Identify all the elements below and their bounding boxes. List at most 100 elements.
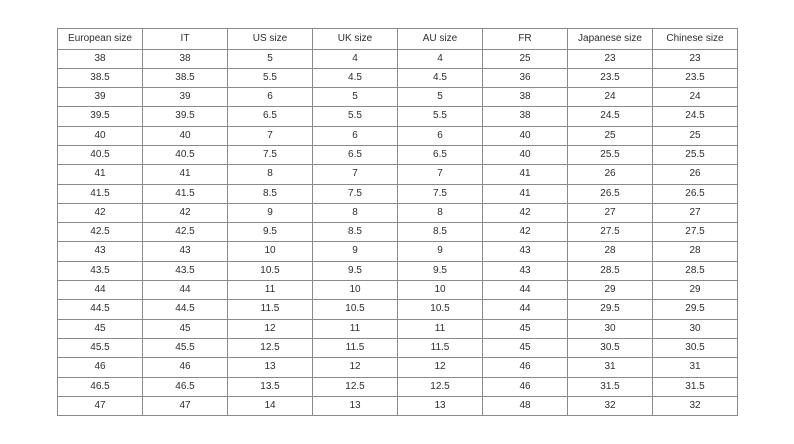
table-cell: 46 — [482, 376, 568, 397]
table-cell: 27.5 — [567, 222, 653, 243]
table-cell: 10 — [397, 280, 483, 301]
table-cell: 6 — [312, 125, 398, 146]
table-cell: 9 — [227, 202, 313, 224]
table-cell: 9.5 — [227, 222, 313, 243]
table-cell: 40.5 — [142, 144, 228, 166]
table-cell: 40 — [57, 125, 143, 146]
header-cell: European size — [57, 28, 143, 50]
table-cell: 39.5 — [142, 106, 228, 127]
table-cell: 43.5 — [57, 260, 143, 282]
table-row: 41 41 8 7 7 41 26 26 — [57, 164, 738, 185]
table-cell: 42 — [142, 202, 228, 224]
table-cell: 6 — [227, 87, 313, 108]
table-cell: 11 — [227, 280, 313, 301]
table-cell: 25 — [482, 48, 568, 69]
table-cell: 14 — [227, 395, 313, 417]
table-cell: 8 — [312, 202, 398, 224]
table-cell: 31.5 — [652, 376, 738, 397]
table-cell: 12 — [227, 318, 313, 339]
table-row: 43.5 43.5 10.5 9.5 9.5 43 28.5 28.5 — [57, 260, 738, 282]
table-cell: 44 — [482, 280, 568, 301]
table-cell: 48 — [482, 395, 568, 417]
table-cell: 43 — [482, 241, 568, 262]
table-row: 38 38 5 4 4 25 23 23 — [57, 48, 738, 69]
table-row: 41.5 41.5 8.5 7.5 7.5 41 26.5 26.5 — [57, 183, 738, 204]
table-cell: 10.5 — [397, 299, 483, 320]
table-cell: 26.5 — [652, 183, 738, 204]
table-cell: 36 — [482, 67, 568, 89]
table-cell: 38.5 — [57, 67, 143, 89]
table-cell: 7 — [227, 125, 313, 146]
table-row: 47 47 14 13 13 48 32 32 — [57, 395, 738, 417]
table-cell: 9 — [397, 241, 483, 262]
table-row: 42 42 9 8 8 42 27 27 — [57, 202, 738, 224]
table-cell: 24.5 — [652, 106, 738, 127]
table-cell: 26 — [567, 164, 653, 185]
table-cell: 41 — [482, 183, 568, 204]
table-cell: 13 — [227, 357, 313, 378]
table-cell: 28.5 — [652, 260, 738, 282]
table-cell: 45 — [142, 318, 228, 339]
table-cell: 43 — [57, 241, 143, 262]
table-cell: 7.5 — [397, 183, 483, 204]
table-cell: 40.5 — [57, 144, 143, 166]
table-cell: 30 — [652, 318, 738, 339]
table-cell: 7.5 — [312, 183, 398, 204]
table-cell: 42 — [57, 202, 143, 224]
table-row: 45.5 45.5 12.5 11.5 11.5 45 30.5 30.5 — [57, 337, 738, 359]
table-cell: 38 — [57, 48, 143, 69]
table-cell: 41.5 — [142, 183, 228, 204]
table-cell: 6.5 — [397, 144, 483, 166]
table-cell: 4 — [397, 48, 483, 69]
table-body: 38 38 5 4 4 25 23 23 38.5 38.5 5.5 4.5 4.5 36 23.5 23.5… — [57, 48, 738, 417]
table-cell: 25.5 — [567, 144, 653, 166]
table-cell: 11.5 — [227, 299, 313, 320]
table-cell: 10.5 — [312, 299, 398, 320]
table-cell: 10 — [227, 241, 313, 262]
table-cell: 12 — [312, 357, 398, 378]
table-cell: 5 — [227, 48, 313, 69]
table-cell: 46.5 — [142, 376, 228, 397]
table-cell: 38 — [482, 87, 568, 108]
table-cell: 42 — [482, 222, 568, 243]
table-cell: 12 — [397, 357, 483, 378]
table-cell: 32 — [652, 395, 738, 417]
table-cell: 43 — [142, 241, 228, 262]
table-cell: 41 — [482, 164, 568, 185]
table-cell: 30.5 — [567, 337, 653, 359]
table-cell: 9.5 — [397, 260, 483, 282]
table-row: 43 43 10 9 9 43 28 28 — [57, 241, 738, 262]
table-cell: 5 — [397, 87, 483, 108]
table-cell: 13 — [397, 395, 483, 417]
table-cell: 23.5 — [567, 67, 653, 89]
table-cell: 40 — [482, 125, 568, 146]
table-cell: 11.5 — [312, 337, 398, 359]
table-cell: 11.5 — [397, 337, 483, 359]
table-cell: 12.5 — [312, 376, 398, 397]
table-cell: 29 — [652, 280, 738, 301]
table-cell: 45 — [482, 337, 568, 359]
table-cell: 28 — [567, 241, 653, 262]
table-cell: 39 — [57, 87, 143, 108]
header-cell: AU size — [397, 28, 483, 50]
table-cell: 27 — [567, 202, 653, 224]
table-cell: 41 — [142, 164, 228, 185]
shoe-size-conversion-table: European size IT US size UK size AU size FR Ja… — [57, 28, 738, 417]
table-cell: 23.5 — [652, 67, 738, 89]
table-cell: 5.5 — [397, 106, 483, 127]
table-cell: 44 — [57, 280, 143, 301]
table-row: 46.5 46.5 13.5 12.5 12.5 46 31.5 31.5 — [57, 376, 738, 397]
table-cell: 26.5 — [567, 183, 653, 204]
table-cell: 45.5 — [142, 337, 228, 359]
table-cell: 13.5 — [227, 376, 313, 397]
table-cell: 45 — [57, 318, 143, 339]
table-cell: 47 — [142, 395, 228, 417]
table-cell: 9.5 — [312, 260, 398, 282]
table-cell: 46 — [482, 357, 568, 378]
table-cell: 41 — [57, 164, 143, 185]
table-cell: 11 — [312, 318, 398, 339]
table-cell: 31.5 — [567, 376, 653, 397]
table-cell: 30 — [567, 318, 653, 339]
table-row: 39.5 39.5 6.5 5.5 5.5 38 24.5 24.5 — [57, 106, 738, 127]
table-cell: 29.5 — [567, 299, 653, 320]
